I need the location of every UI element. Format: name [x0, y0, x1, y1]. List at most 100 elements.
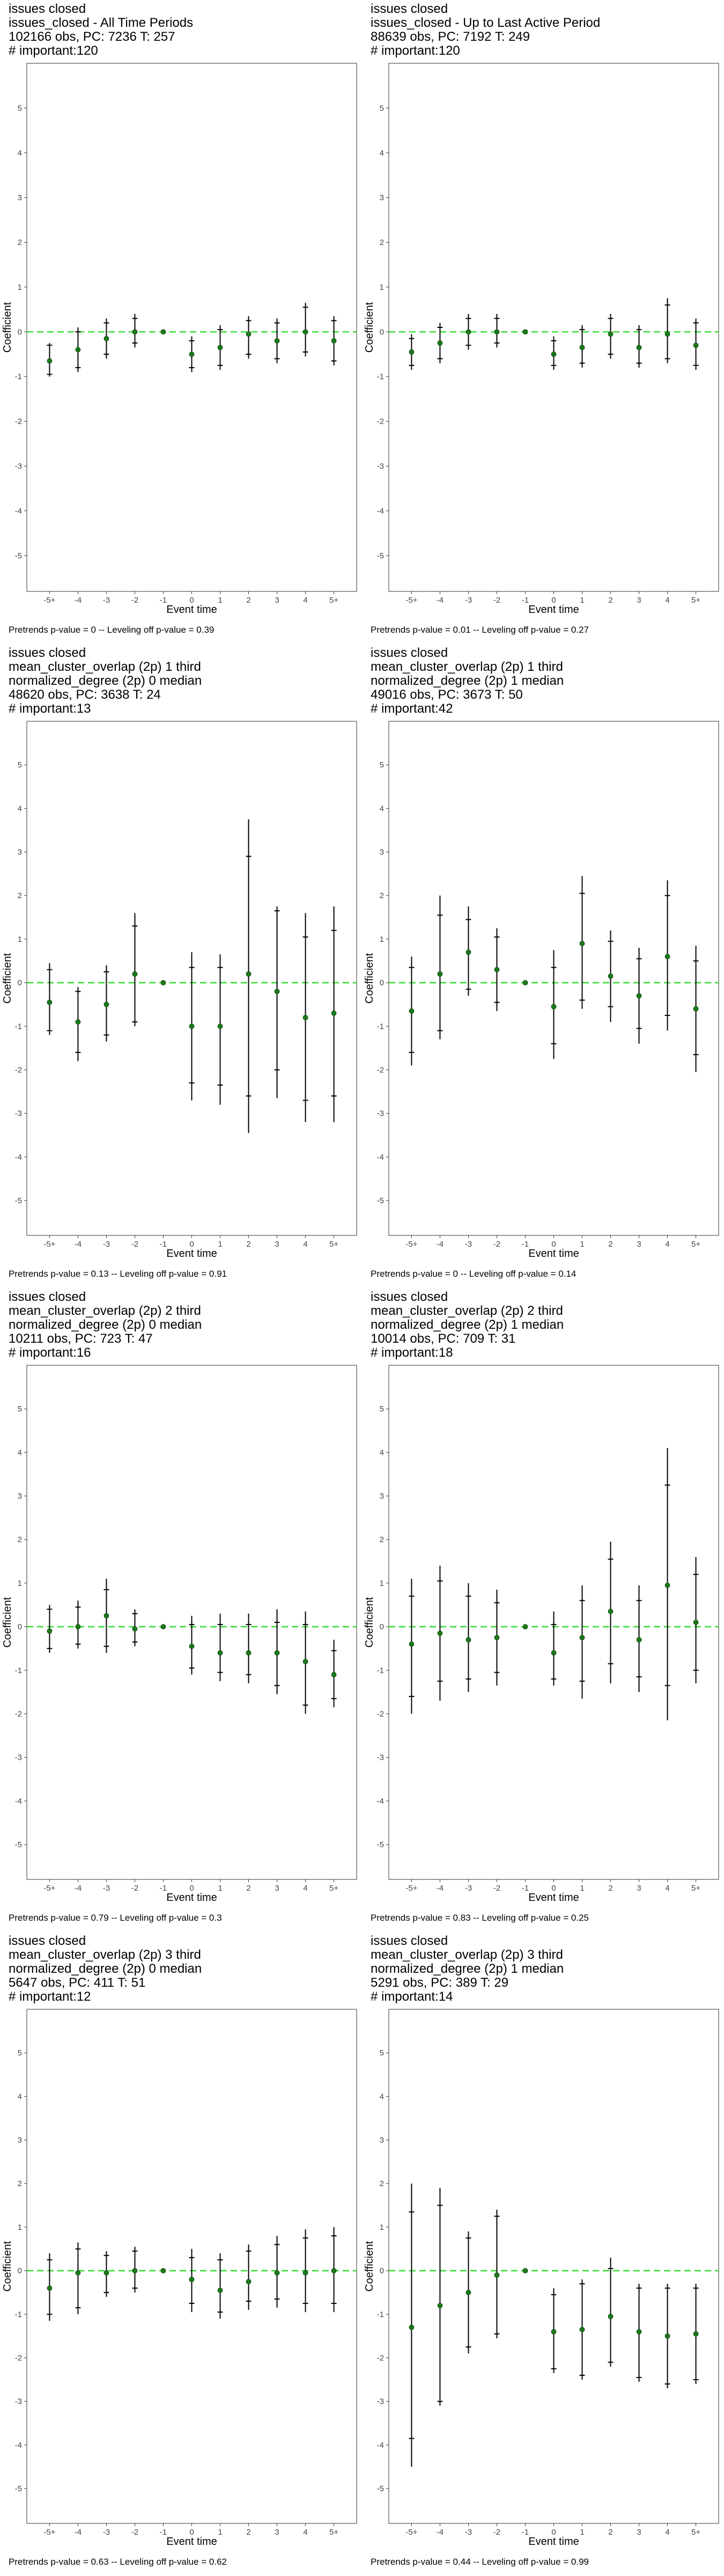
x-tick-label: 0	[189, 1884, 194, 1893]
y-tick-label: -2	[15, 2353, 22, 2362]
y-tick-label: 1	[380, 283, 384, 292]
x-tick-label: 3	[275, 2528, 279, 2537]
coefficient-point	[331, 338, 337, 343]
coefficient-point	[551, 1004, 557, 1009]
coefficient-point	[551, 352, 557, 357]
panel-title-line: issues closed	[9, 1290, 86, 1304]
panel-title-line: mean_cluster_overlap (2p) 3 third	[371, 1948, 563, 1962]
panel-title-line: # important:13	[9, 701, 91, 716]
y-tick-label: -4	[15, 507, 22, 516]
panel-title-line: mean_cluster_overlap (2p) 1 third	[371, 660, 563, 674]
x-axis-label: Event time	[528, 2536, 579, 2548]
x-tick-label: 1	[580, 2528, 584, 2537]
x-tick-label: -3	[465, 2528, 472, 2537]
coefficient-point	[522, 1624, 528, 1630]
y-tick-label: -1	[15, 1666, 22, 1675]
coefficient-point	[579, 345, 585, 350]
y-axis-label: Coefficient	[2, 302, 13, 353]
pvalue-footnote: Pretrends p-value = 0.01 -- Leveling off…	[371, 625, 589, 635]
coefficient-point	[132, 971, 138, 977]
panel-title-line: issues closed	[371, 2, 448, 16]
panel-title: issues closed mean_cluster_overlap (2p) 2…	[371, 1290, 564, 1360]
coefficient-point	[409, 349, 415, 355]
coefficient-point	[75, 347, 81, 353]
pvalue-footnote: Pretrends p-value = 0 -- Leveling off p-…	[9, 625, 215, 635]
coefficient-point	[494, 329, 500, 335]
x-tick-label: -4	[75, 1884, 82, 1893]
coefficient-point	[189, 352, 195, 357]
y-tick-label: 2	[18, 2179, 22, 2189]
y-tick-label: 1	[380, 935, 384, 944]
x-tick-label: 3	[637, 2528, 641, 2537]
coefficient-point	[104, 1001, 109, 1007]
y-tick-label: 0	[18, 1622, 22, 1631]
coefficient-point	[522, 980, 528, 986]
x-tick-label: 4	[303, 2528, 307, 2537]
y-tick-label: 1	[380, 1579, 384, 1588]
coefficient-point	[494, 1635, 500, 1641]
coefficient-point	[466, 329, 471, 335]
y-tick-label: -1	[15, 372, 22, 382]
panel-5: issues closed mean_cluster_overlap (2p) 2…	[0, 1288, 362, 1932]
y-tick-label: -5	[377, 2484, 384, 2493]
coefficient-point	[160, 329, 166, 335]
pvalue-footnote: Pretrends p-value = 0.13 -- Leveling off…	[9, 1269, 227, 1279]
panel-1: issues closed issues_closed - All Time Pe…	[0, 0, 362, 644]
y-tick-label: -2	[377, 2353, 384, 2362]
coefficient-point	[47, 999, 53, 1005]
coefficient-point	[409, 1641, 415, 1647]
x-tick-label: -5+	[43, 1240, 55, 1249]
y-tick-label: 0	[380, 1622, 384, 1631]
x-axis-label: Event time	[528, 1248, 579, 1260]
y-tick-label: -3	[15, 462, 22, 471]
x-tick-label: 5+	[691, 1884, 700, 1893]
x-tick-label: 2	[608, 596, 612, 605]
coefficient-point	[608, 2314, 614, 2319]
y-tick-label: -4	[15, 2441, 22, 2450]
panel-title-line: mean_cluster_overlap (2p) 3 third	[9, 1948, 201, 1962]
coefficient-point	[693, 342, 699, 348]
y-tick-label: -4	[377, 507, 384, 516]
x-tick-label: 5+	[329, 596, 338, 605]
y-tick-label: -5	[377, 551, 384, 560]
y-tick-label: 1	[18, 1579, 22, 1588]
y-tick-label: 5	[380, 1404, 384, 1414]
coefficient-point	[494, 967, 500, 972]
y-tick-label: -2	[15, 1065, 22, 1074]
x-tick-label: 3	[275, 1884, 279, 1893]
y-axis-label: Coefficient	[2, 2241, 13, 2292]
coefficient-point	[636, 993, 642, 999]
y-tick-label: 3	[380, 2136, 384, 2145]
y-tick-label: 1	[18, 2223, 22, 2232]
x-tick-label: 5+	[691, 1240, 700, 1249]
x-axis-label: Event time	[166, 604, 217, 616]
coefficient-point	[579, 941, 585, 946]
y-tick-label: 4	[18, 149, 22, 158]
y-tick-label: -2	[377, 417, 384, 426]
pvalue-footnote: Pretrends p-value = 0.79 -- Leveling off…	[9, 1913, 222, 1923]
panel-title-line: # important:120	[9, 43, 98, 58]
panel-title: issues closed mean_cluster_overlap (2p) 3…	[9, 1934, 202, 2004]
x-axis-label: Event time	[166, 1248, 217, 1260]
x-tick-label: 0	[189, 2528, 194, 2537]
y-tick-label: -1	[377, 372, 384, 382]
panel-2: issues closed issues_closed - Up to Last …	[362, 0, 724, 644]
x-tick-label: -3	[103, 2528, 110, 2537]
panel-chart-svg: -5 -4 -3 -2 -1 0 1 2 3 4 5 -5+ -4 -3 -2 -1 0 1 2 3 4 5+ Event …	[364, 1365, 719, 1904]
coefficient-point	[104, 1613, 109, 1619]
y-tick-label: 3	[380, 848, 384, 857]
y-tick-label: -4	[377, 1153, 384, 1162]
panel-chart-svg: -5 -4 -3 -2 -1 0 1 2 3 4 5 -5+ -4 -3 -2 -1 0 1 2 3 4 5+ Event …	[2, 1365, 357, 1904]
y-tick-label: 3	[18, 1492, 22, 1501]
coefficient-point	[217, 1650, 223, 1656]
coefficient-point	[331, 1011, 337, 1016]
x-tick-label: -5+	[43, 1884, 55, 1893]
y-tick-label: -2	[15, 417, 22, 426]
y-tick-label: -3	[377, 1753, 384, 1762]
coefficient-point	[437, 971, 443, 977]
x-tick-label: 0	[189, 1240, 194, 1249]
panel-7: issues closed mean_cluster_overlap (2p) 3…	[0, 1932, 362, 2576]
y-tick-label: 0	[380, 2266, 384, 2275]
coefficient-point	[466, 949, 471, 955]
y-tick-label: 3	[18, 2136, 22, 2145]
